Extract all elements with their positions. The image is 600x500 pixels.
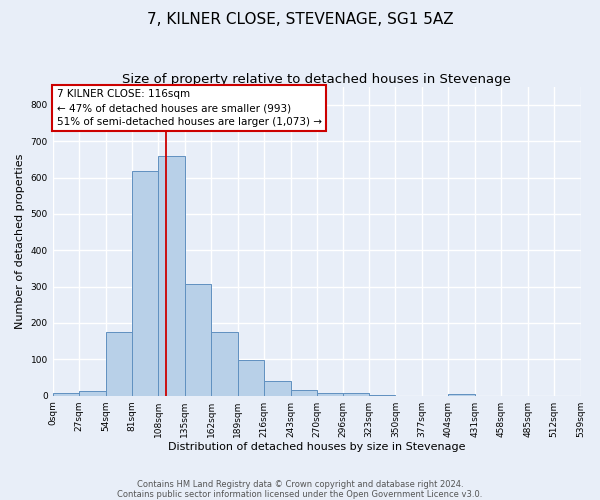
Y-axis label: Number of detached properties: Number of detached properties	[15, 154, 25, 329]
Title: Size of property relative to detached houses in Stevenage: Size of property relative to detached ho…	[122, 72, 511, 86]
Bar	[185, 284, 211, 396]
Bar	[79, 391, 106, 396]
Bar	[290, 390, 317, 396]
Bar	[158, 156, 185, 396]
Text: Contains HM Land Registry data © Crown copyright and database right 2024.
Contai: Contains HM Land Registry data © Crown c…	[118, 480, 482, 499]
Bar	[53, 393, 79, 396]
Bar	[106, 332, 132, 396]
Bar	[264, 381, 290, 396]
Text: 7, KILNER CLOSE, STEVENAGE, SG1 5AZ: 7, KILNER CLOSE, STEVENAGE, SG1 5AZ	[146, 12, 454, 28]
Bar	[317, 393, 343, 396]
Bar	[448, 394, 475, 396]
Bar	[211, 332, 238, 396]
X-axis label: Distribution of detached houses by size in Stevenage: Distribution of detached houses by size …	[168, 442, 466, 452]
Bar	[343, 393, 369, 396]
Bar	[238, 360, 264, 396]
Bar	[369, 395, 395, 396]
Text: 7 KILNER CLOSE: 116sqm
← 47% of detached houses are smaller (993)
51% of semi-de: 7 KILNER CLOSE: 116sqm ← 47% of detached…	[56, 89, 322, 127]
Bar	[132, 172, 158, 396]
